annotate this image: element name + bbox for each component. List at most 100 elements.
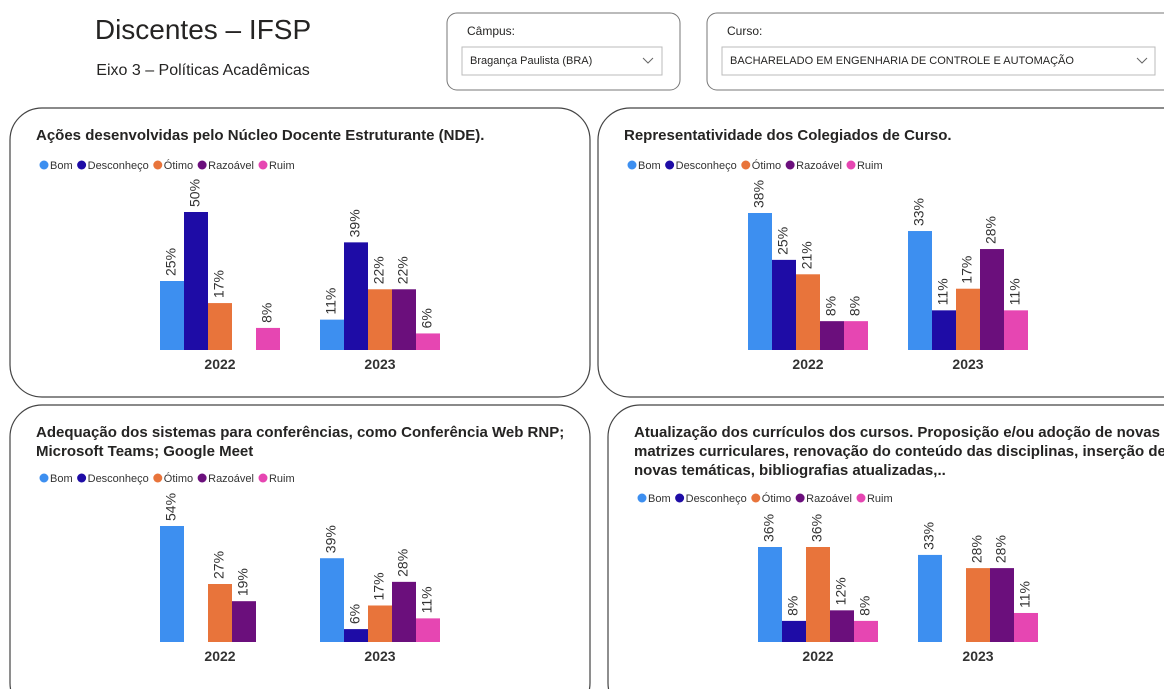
legend-label: Ruim bbox=[269, 473, 295, 485]
bar bbox=[208, 303, 232, 350]
bar bbox=[806, 547, 830, 642]
category-label: 2022 bbox=[204, 648, 235, 664]
legend-label: Ótimo bbox=[164, 472, 193, 485]
chevron bbox=[642, 57, 654, 64]
legend-marker bbox=[741, 160, 751, 170]
value-label: 6% bbox=[419, 308, 435, 328]
legend-label: Razoável bbox=[208, 160, 254, 172]
chart-title: Ações desenvolvidas pelo Núcleo Docente … bbox=[36, 127, 485, 144]
legend-label: Ruim bbox=[867, 493, 893, 505]
page-title: Discentes – IFSP bbox=[94, 14, 312, 45]
bar bbox=[854, 620, 878, 642]
bar bbox=[160, 526, 184, 642]
legend-label: Razoável bbox=[806, 493, 852, 505]
category-label: 2023 bbox=[364, 648, 395, 664]
value-label: 19% bbox=[235, 568, 251, 596]
bar bbox=[820, 321, 844, 350]
legend-label: Bom bbox=[50, 160, 73, 172]
bar bbox=[966, 568, 990, 642]
bar bbox=[416, 333, 440, 350]
value-label: 28% bbox=[395, 549, 411, 577]
bar bbox=[772, 259, 796, 350]
category-label: 2022 bbox=[204, 356, 235, 372]
value-label: 36% bbox=[809, 514, 825, 542]
value-label: 28% bbox=[993, 535, 1009, 563]
value-label: 22% bbox=[371, 256, 387, 284]
bar bbox=[208, 584, 232, 642]
legend-marker bbox=[846, 160, 856, 170]
value-label: 17% bbox=[959, 256, 975, 284]
legend-marker bbox=[665, 160, 675, 170]
bar bbox=[782, 620, 806, 642]
legend-marker bbox=[77, 473, 87, 483]
chart-panel bbox=[597, 107, 1164, 398]
value-label: 8% bbox=[847, 296, 863, 316]
value-label: 11% bbox=[323, 288, 339, 315]
value-label: 28% bbox=[969, 535, 985, 563]
legend-label: Desconheço bbox=[676, 160, 737, 172]
value-label: 8% bbox=[259, 303, 275, 323]
bar bbox=[1014, 612, 1038, 642]
bar bbox=[184, 212, 208, 350]
chart-title: Representatividade dos Colegiados de Cur… bbox=[624, 127, 952, 144]
legend-marker bbox=[197, 160, 207, 170]
legend-marker bbox=[39, 473, 49, 483]
legend-marker bbox=[637, 493, 647, 503]
bar bbox=[368, 605, 392, 642]
value-label: 6% bbox=[347, 604, 363, 624]
value-label: 39% bbox=[323, 525, 339, 553]
bar bbox=[416, 618, 440, 642]
value-label: 17% bbox=[211, 270, 227, 298]
legend-marker bbox=[751, 493, 761, 503]
legend-label: Razoável bbox=[796, 160, 842, 172]
bar bbox=[160, 281, 184, 350]
value-label: 33% bbox=[921, 522, 937, 550]
value-label: 36% bbox=[761, 514, 777, 542]
value-label: 11% bbox=[1017, 581, 1033, 608]
value-label: 27% bbox=[211, 551, 227, 579]
chevron bbox=[1136, 57, 1148, 64]
legend-marker bbox=[153, 473, 163, 483]
bar bbox=[758, 547, 782, 642]
value-label: 39% bbox=[347, 209, 363, 237]
value-label: 28% bbox=[983, 216, 999, 244]
legend-label: Desconheço bbox=[88, 473, 149, 485]
chart-title: Atualização dos currículos dos cursos. P… bbox=[634, 424, 1164, 479]
value-label: 8% bbox=[785, 596, 801, 616]
value-label: 12% bbox=[833, 577, 849, 605]
value-label: 8% bbox=[823, 296, 839, 316]
legend-marker bbox=[153, 160, 163, 170]
bar bbox=[796, 274, 820, 350]
bar bbox=[932, 310, 956, 350]
bar bbox=[392, 581, 416, 642]
bar bbox=[392, 289, 416, 350]
legend-marker bbox=[795, 493, 805, 503]
value-label: 33% bbox=[911, 198, 927, 226]
course-dropdown[interactable] bbox=[721, 46, 1156, 76]
legend-label: Ótimo bbox=[164, 159, 193, 172]
chart-title: Adequação dos sistemas para conferências… bbox=[36, 424, 565, 460]
legend-marker bbox=[197, 473, 207, 483]
legend-marker bbox=[258, 160, 268, 170]
bar bbox=[344, 629, 368, 642]
legend-label: Ótimo bbox=[762, 492, 791, 505]
legend-label: Desconheço bbox=[88, 160, 149, 172]
filter-value: Bragança Paulista (BRA) bbox=[470, 55, 593, 67]
bar bbox=[908, 231, 932, 350]
category-label: 2022 bbox=[802, 648, 833, 664]
category-label: 2023 bbox=[952, 356, 983, 372]
bar bbox=[956, 288, 980, 350]
legend-label: Bom bbox=[638, 160, 661, 172]
category-label: 2023 bbox=[962, 648, 993, 664]
legend-label: Ruim bbox=[857, 160, 883, 172]
bar bbox=[368, 289, 392, 350]
bar bbox=[256, 327, 280, 350]
category-label: 2023 bbox=[364, 356, 395, 372]
legend-marker bbox=[258, 473, 268, 483]
bar bbox=[1004, 310, 1028, 350]
bar bbox=[830, 610, 854, 642]
bar bbox=[320, 319, 344, 350]
campus-dropdown[interactable] bbox=[461, 46, 663, 76]
